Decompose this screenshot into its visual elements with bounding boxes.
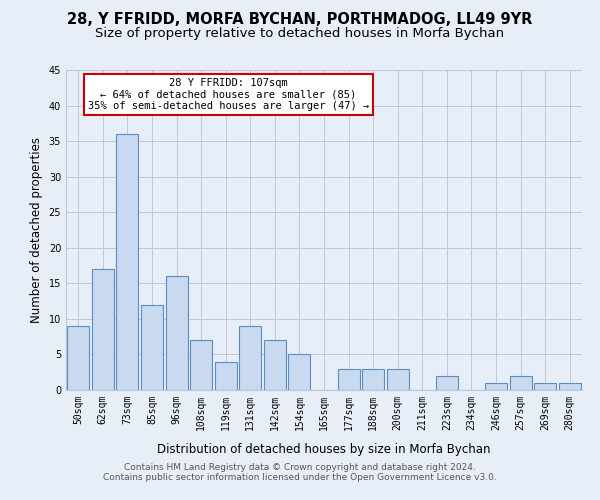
Bar [264,340,286,390]
Bar [338,368,359,390]
Text: Contains public sector information licensed under the Open Government Licence v3: Contains public sector information licen… [103,472,497,482]
Bar [559,383,581,390]
Text: 28, Y FFRIDD, MORFA BYCHAN, PORTHMADOG, LL49 9YR: 28, Y FFRIDD, MORFA BYCHAN, PORTHMADOG, … [67,12,533,28]
Text: Size of property relative to detached houses in Morfa Bychan: Size of property relative to detached ho… [95,28,505,40]
Bar [362,368,384,390]
Bar [190,340,212,390]
Text: Distribution of detached houses by size in Morfa Bychan: Distribution of detached houses by size … [157,442,491,456]
Text: Contains HM Land Registry data © Crown copyright and database right 2024.: Contains HM Land Registry data © Crown c… [124,462,476,471]
Bar [67,326,89,390]
Bar [386,368,409,390]
Bar [141,304,163,390]
Bar [92,269,114,390]
Bar [116,134,139,390]
Y-axis label: Number of detached properties: Number of detached properties [30,137,43,323]
Text: 28 Y FFRIDD: 107sqm
← 64% of detached houses are smaller (85)
35% of semi-detach: 28 Y FFRIDD: 107sqm ← 64% of detached ho… [88,78,369,111]
Bar [509,376,532,390]
Bar [239,326,262,390]
Bar [289,354,310,390]
Bar [534,383,556,390]
Bar [485,383,507,390]
Bar [166,276,188,390]
Bar [436,376,458,390]
Bar [215,362,237,390]
